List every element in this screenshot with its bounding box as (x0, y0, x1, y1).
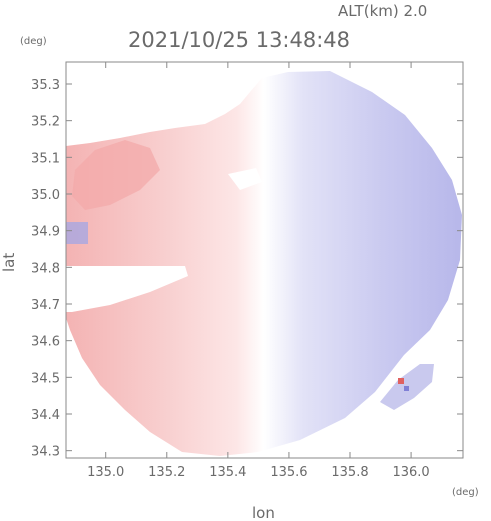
y-tick-label: 34.9 (31, 225, 60, 240)
radar-field (66, 71, 462, 456)
negative-patch (66, 222, 88, 244)
y-axis-label: lat (0, 253, 18, 272)
se-island (380, 364, 434, 410)
x-tick-label: 135.2 (148, 465, 185, 480)
y-ticks: 34.3 34.4 34.5 34.6 34.7 34.8 34.9 35.0 35.1 35.2… (31, 78, 463, 460)
y-tick-label: 34.6 (31, 335, 60, 350)
x-tick-label: 135.6 (270, 465, 307, 480)
x-axis-label: lon (252, 504, 275, 521)
x-ticks: 135.0 135.2 135.4 135.6 135.8 136.0 (87, 62, 430, 480)
y-tick-label: 35.2 (31, 115, 60, 130)
y-tick-label: 34.5 (31, 371, 60, 386)
no-data-notch (66, 266, 188, 312)
white-gap (228, 168, 262, 190)
y-tick-label: 34.8 (31, 261, 60, 276)
x-tick-label: 136.0 (392, 465, 429, 480)
positive-cell (72, 140, 160, 210)
y-tick-label: 35.3 (31, 78, 60, 93)
y-unit-label: (deg) (20, 36, 47, 47)
y-tick-label: 34.4 (31, 408, 60, 423)
plot-frame (65, 61, 464, 459)
y-tick-label: 34.7 (31, 298, 60, 313)
y-tick-label: 35.1 (31, 151, 60, 166)
velocity-field (66, 71, 462, 456)
y-tick-label: 34.3 (31, 445, 60, 460)
chart-title: 2021/10/25 13:48:48 (128, 28, 350, 52)
x-tick-label: 135.0 (87, 465, 124, 480)
x-unit-label: (deg) (452, 487, 479, 498)
altitude-label: ALT(km) 2.0 (338, 2, 427, 20)
y-tick-label: 35.0 (31, 188, 60, 203)
x-tick-label: 135.8 (331, 465, 368, 480)
x-tick-label: 135.4 (209, 465, 246, 480)
